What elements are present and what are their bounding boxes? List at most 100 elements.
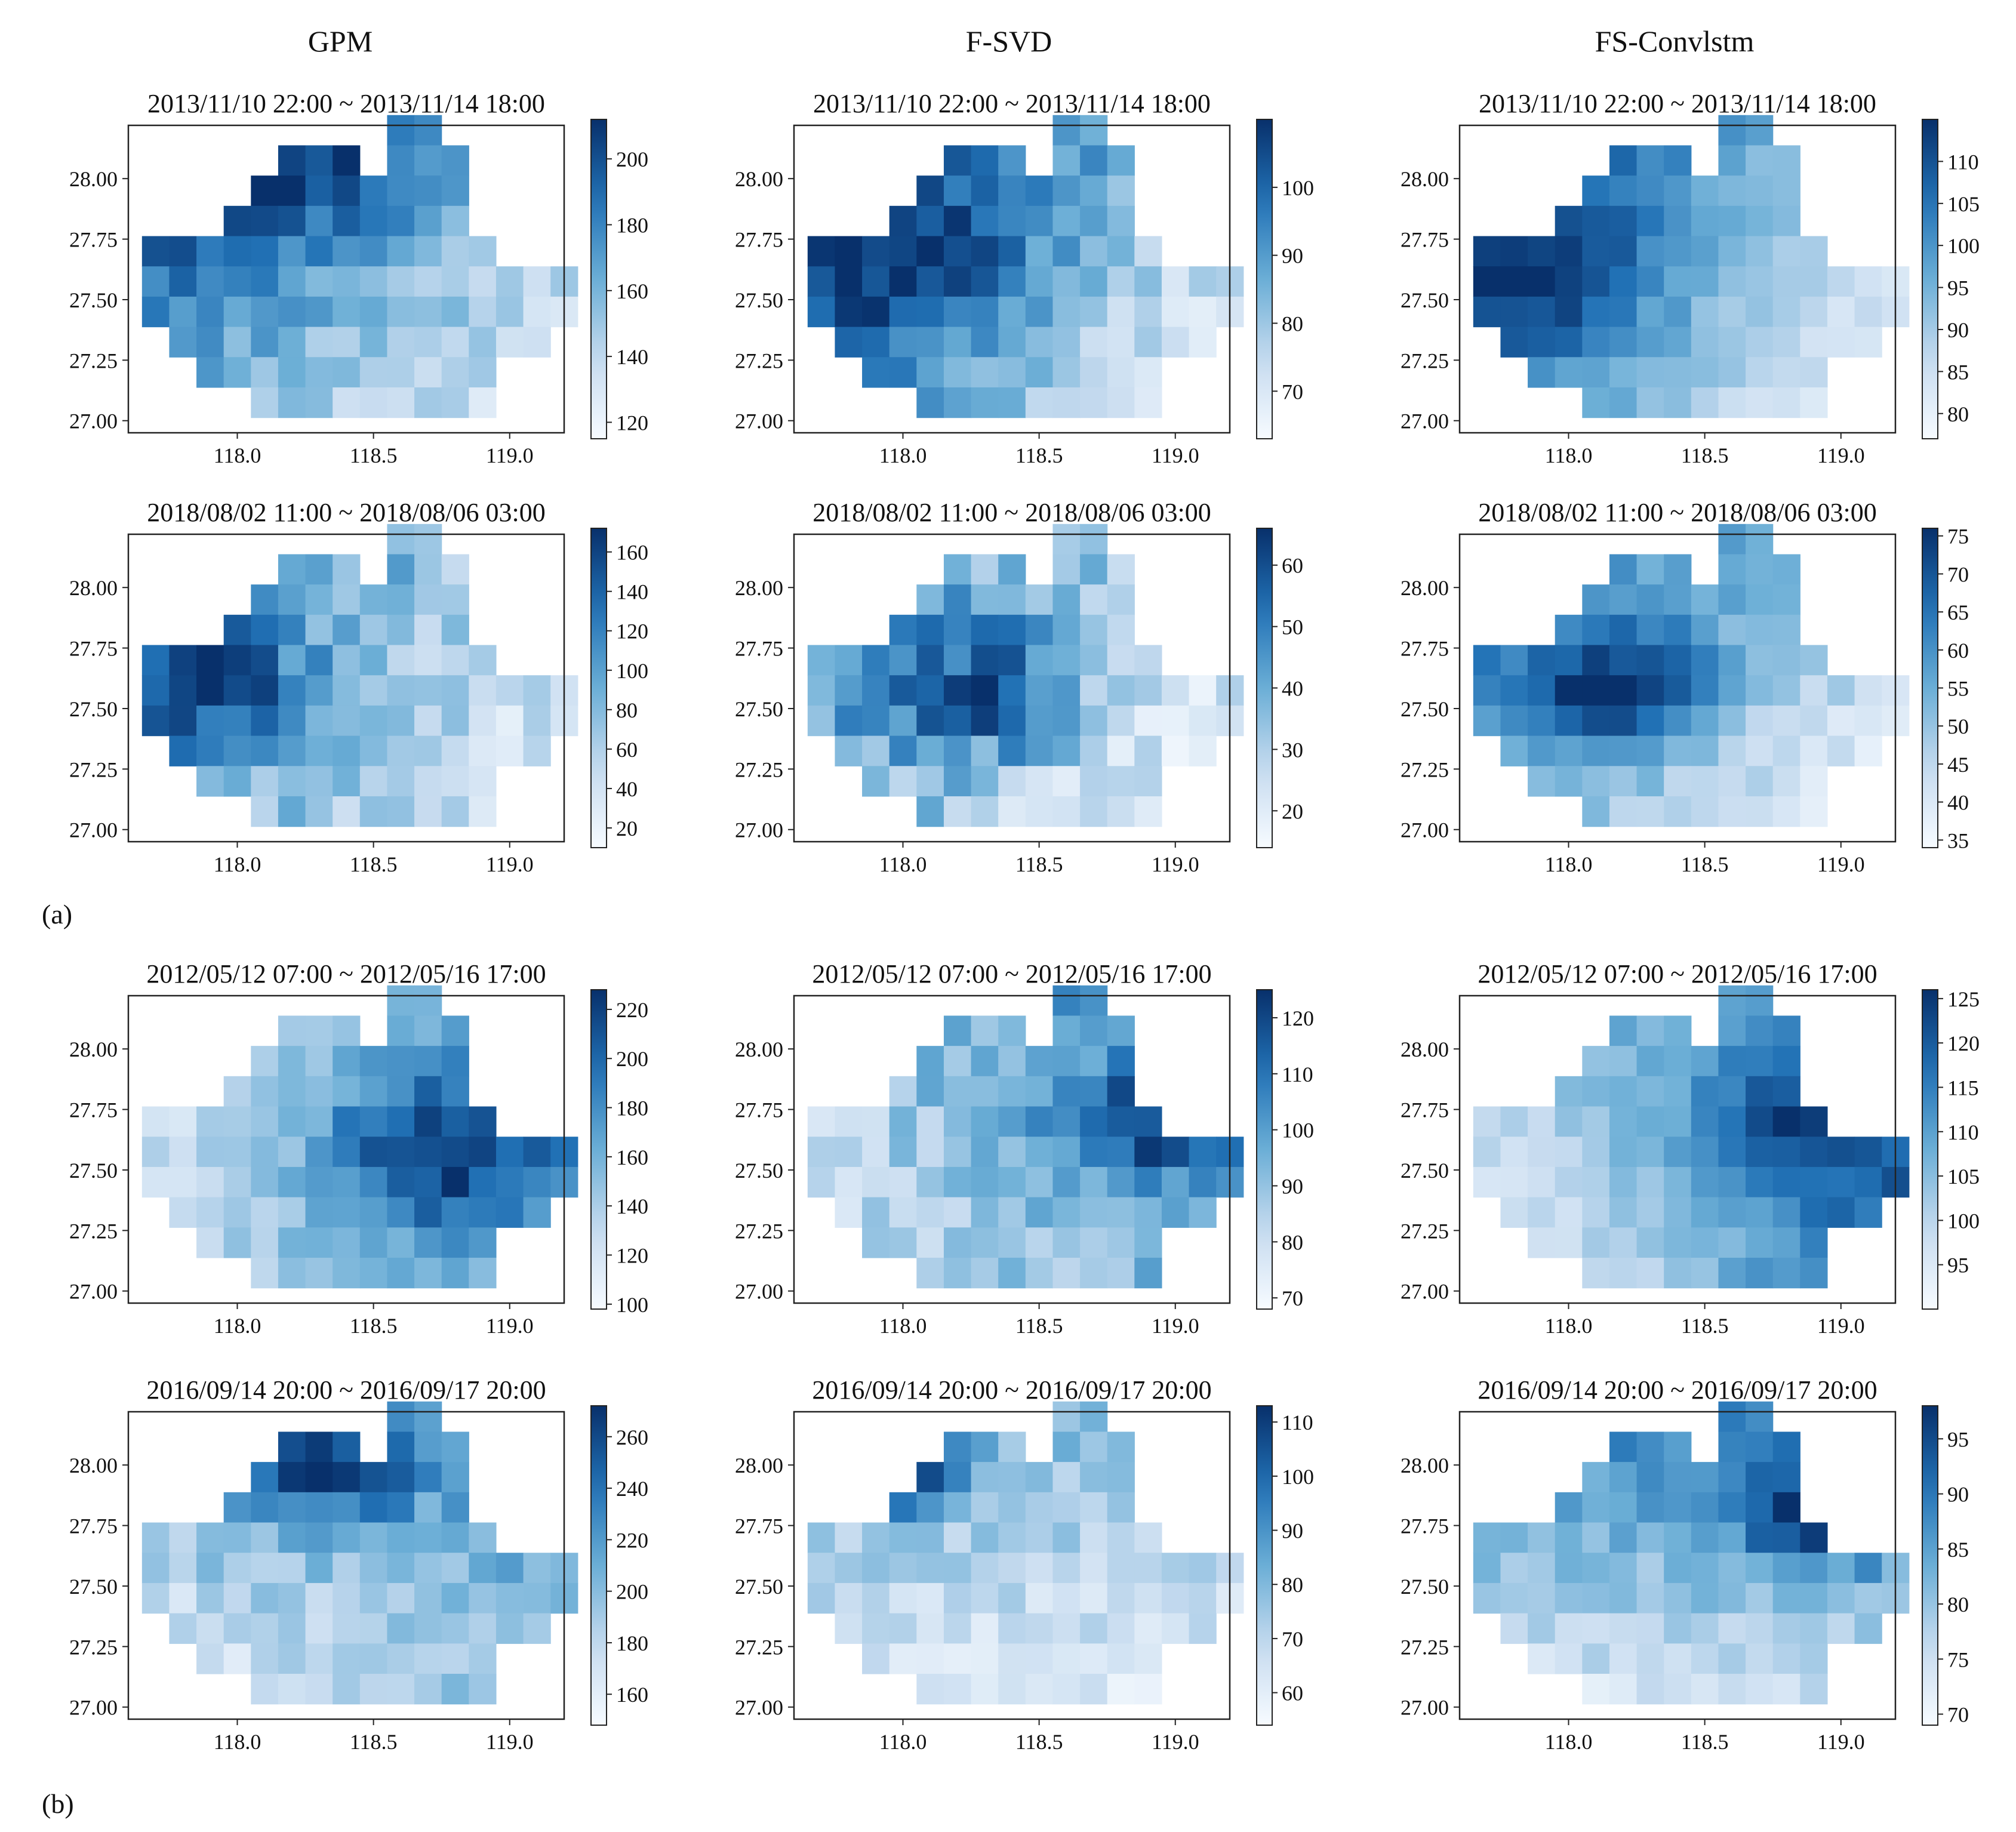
heat-cell (359, 735, 388, 766)
heat-cell (387, 1015, 415, 1046)
heat-cell (196, 1227, 224, 1258)
heat-cell (1772, 1106, 1800, 1137)
heat-cell (223, 1076, 251, 1107)
heat-cell (1718, 1076, 1746, 1107)
heat-cell (1664, 175, 1692, 207)
heat-cell (1800, 1553, 1828, 1584)
heat-cell (1609, 1613, 1638, 1644)
heat-cell (1609, 1643, 1638, 1674)
heat-cell (1080, 524, 1108, 555)
heat-cell (1691, 357, 1719, 388)
heat-cell (414, 1166, 442, 1198)
panel-gpm-row0: 2013/11/10 22:00 ~ 2013/11/14 18:00 118.0… (69, 89, 648, 467)
heat-cell (1107, 1492, 1135, 1523)
heat-cell (943, 1492, 972, 1523)
heat-cell (1800, 675, 1828, 706)
heat-cell (1691, 1227, 1719, 1258)
heat-cell (251, 387, 279, 418)
heat-cell (971, 1046, 999, 1077)
heat-cell (1134, 296, 1162, 328)
heat-cell (1080, 1166, 1108, 1198)
heat-cell (1718, 145, 1746, 176)
heat-cell (169, 675, 197, 706)
heat-cell (1854, 735, 1882, 766)
heat-cell (223, 266, 251, 297)
heat-cell (835, 1166, 863, 1198)
colorbar-tick-label: 180 (616, 213, 648, 237)
heat-cell (1025, 766, 1054, 797)
heat-cell (1854, 675, 1882, 706)
y-tick-label: 28.00 (735, 576, 783, 600)
heat-cell (1691, 705, 1719, 737)
y-tick-label: 27.50 (69, 288, 118, 312)
heat-cell (1691, 614, 1719, 646)
heat-cell (889, 266, 917, 297)
heat-cell (998, 735, 1026, 766)
heat-cell (889, 1613, 917, 1644)
heat-cell (333, 1137, 361, 1168)
heat-cell (359, 675, 388, 706)
heat-cell (169, 1582, 197, 1614)
heat-cell (387, 1076, 415, 1107)
heat-cell (1746, 584, 1774, 615)
colorbar-tick-label: 20 (616, 817, 638, 840)
heat-cell (1528, 766, 1556, 797)
heat-cell (1025, 614, 1054, 646)
heat-cell (469, 1166, 497, 1198)
heat-cell (169, 266, 197, 297)
heat-cell (943, 296, 972, 328)
heat-cell (1107, 1166, 1135, 1198)
heat-cell (971, 584, 999, 615)
y-tick-label: 27.50 (69, 1159, 118, 1183)
y-tick-label: 27.00 (1401, 1280, 1449, 1304)
heat-cell (971, 145, 999, 176)
heat-cell (141, 645, 170, 676)
heat-cell (1555, 1106, 1583, 1137)
heat-cell (1025, 1553, 1054, 1584)
heat-cell (862, 675, 890, 706)
heat-cell (1691, 735, 1719, 766)
heat-cell (1636, 766, 1664, 797)
y-tick-label: 27.00 (69, 1696, 118, 1720)
heat-cell (1636, 1673, 1664, 1705)
heat-cell (1772, 1553, 1800, 1584)
y-tick-label: 27.25 (1401, 1219, 1449, 1243)
heat-cell (889, 1137, 917, 1168)
heat-cell (1800, 1522, 1828, 1553)
heat-cell (1052, 1106, 1081, 1137)
heat-cell (196, 1197, 224, 1228)
heat-cell (1746, 766, 1774, 797)
heat-cell (1025, 705, 1054, 737)
y-tick-label: 27.25 (735, 1219, 783, 1243)
colorbar-tick-label: 160 (616, 1683, 648, 1707)
heat-cell (1746, 1643, 1774, 1674)
y-tick-label: 28.00 (1401, 1454, 1449, 1477)
heat-cell (1746, 387, 1774, 418)
heat-cell (305, 236, 333, 267)
heat-cell (1582, 1106, 1610, 1137)
heat-cell (998, 645, 1026, 676)
heat-cell (469, 1553, 497, 1584)
heat-cell (1800, 357, 1828, 388)
heat-cell (1609, 766, 1638, 797)
y-tick-label: 27.00 (1401, 409, 1449, 433)
heat-cell (1746, 985, 1774, 1017)
heat-cell (971, 766, 999, 797)
heat-cell (223, 705, 251, 737)
heat-cell (1052, 1522, 1081, 1553)
heat-cell (305, 1257, 333, 1289)
heat-cell (223, 1643, 251, 1674)
colorbar-tick-label: 115 (1947, 1076, 1979, 1100)
heat-cell (916, 1227, 944, 1258)
heat-cell (998, 1227, 1026, 1258)
x-tick-label: 118.5 (1015, 1314, 1063, 1338)
heat-cell (916, 1582, 944, 1614)
heat-cell (862, 296, 890, 328)
heat-cell (251, 796, 279, 827)
heat-cell (333, 387, 361, 418)
heat-cell (1052, 1166, 1081, 1198)
heat-cell (1718, 175, 1746, 207)
heat-cell (835, 296, 863, 328)
heat-cell (1772, 1673, 1800, 1705)
heat-cell (998, 1015, 1026, 1046)
